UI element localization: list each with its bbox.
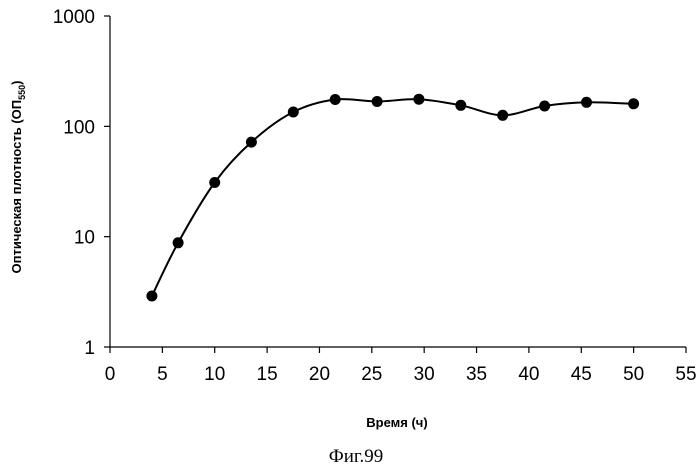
data-point	[246, 137, 257, 148]
x-tick-label: 40	[518, 364, 539, 385]
x-tick-label: 45	[571, 364, 592, 385]
y-tick-label: 10	[74, 228, 95, 249]
y-tick-label: 100	[63, 117, 95, 138]
y-axis-title-subscript: 550	[17, 85, 27, 100]
x-tick-label: 20	[309, 364, 330, 385]
data-point	[330, 94, 341, 105]
x-axis-title: Время (ч)	[366, 415, 427, 430]
chart-ticks: 0 5 10 15 20 25 30 35 40 45 50 55 1 10 100 1000	[53, 7, 697, 385]
x-tick-label: 35	[466, 364, 487, 385]
series-line	[152, 99, 634, 296]
data-point	[581, 97, 592, 108]
chart: 0 5 10 15 20 25 30 35 40 45 50 55 1 10 100 1000 Время (…	[0, 0, 700, 469]
y-axis-title-close: )	[9, 81, 24, 85]
data-point	[497, 110, 508, 121]
y-tick-label: 1	[84, 338, 95, 359]
data-point	[628, 98, 639, 109]
data-point	[209, 177, 220, 188]
series-points	[146, 94, 639, 302]
x-tick-label: 0	[105, 364, 116, 385]
data-point	[413, 94, 424, 105]
y-axis-title-main: Оптическая плотность (ОП	[9, 100, 24, 274]
x-tick-label: 15	[257, 364, 278, 385]
x-tick-label: 50	[623, 364, 644, 385]
x-tick-label: 25	[361, 364, 382, 385]
data-point	[539, 101, 550, 112]
y-tick-label: 1000	[53, 7, 95, 28]
x-tick-label: 55	[675, 364, 696, 385]
y-axis-title: Оптическая плотность (ОП550)	[9, 81, 27, 274]
chart-axes	[110, 16, 686, 347]
data-point	[372, 96, 383, 107]
x-tick-label: 10	[204, 364, 225, 385]
data-point	[146, 291, 157, 302]
figure-caption: Фиг.99	[329, 446, 384, 467]
x-tick-label: 30	[414, 364, 435, 385]
x-tick-label: 5	[157, 364, 168, 385]
data-point	[288, 107, 299, 118]
data-point	[173, 237, 184, 248]
data-point	[455, 100, 466, 111]
